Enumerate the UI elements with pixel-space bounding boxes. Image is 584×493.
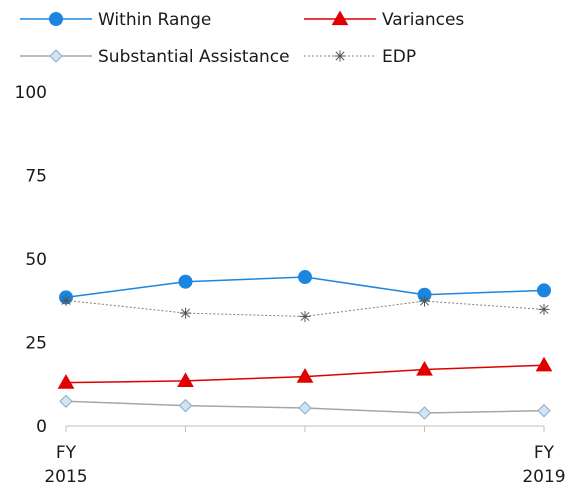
series-1-point: [49, 12, 63, 26]
y-tick-label: 0: [36, 417, 47, 437]
series-1-point: [178, 274, 193, 289]
asterisk-stroke: [300, 311, 310, 321]
series-2-point: [416, 361, 433, 376]
y-tick-label: 25: [25, 334, 47, 354]
series-4-point: [60, 294, 72, 306]
series-2: [57, 356, 553, 389]
legend-label: Substantial Assistance: [98, 47, 290, 67]
series-4: [60, 294, 550, 322]
asterisk-stroke: [181, 308, 190, 318]
series-3-point: [49, 49, 63, 63]
series-3-point: [417, 406, 432, 420]
legend-label: Within Range: [98, 10, 211, 30]
series-2-point: [57, 374, 75, 389]
series-4-point: [419, 295, 430, 307]
series-1-point: [298, 270, 312, 285]
legend-label: EDP: [382, 47, 416, 67]
asterisk-stroke: [335, 51, 345, 61]
series-3-point: [537, 403, 551, 418]
asterisk-stroke: [61, 295, 71, 305]
series-2-point: [296, 368, 314, 383]
plot-area: [57, 270, 553, 420]
legend-item-3: Substantial Assistance: [20, 47, 290, 67]
x-tick-label-line2: 2015: [44, 467, 87, 487]
y-tick-label: 100: [15, 83, 47, 103]
asterisk-stroke: [420, 296, 429, 306]
legend-item-2: Variances: [304, 10, 464, 30]
legend: Within Range Variances Substantial Assista…: [20, 10, 464, 67]
series-2-point: [177, 372, 194, 388]
series-2-point: [331, 10, 349, 26]
legend-item-1: Within Range: [20, 10, 211, 30]
y-tick-label: 75: [25, 167, 47, 187]
series-1-point: [537, 283, 551, 298]
x-tick-label: FY 2019: [522, 443, 565, 487]
series-2-point: [535, 356, 553, 372]
legend-label: Variances: [382, 10, 464, 30]
x-tick-label-line1: FY: [56, 443, 77, 463]
x-tick-label-line1: FY: [534, 443, 555, 463]
series-4-point: [299, 310, 311, 322]
series-line: [65, 299, 545, 317]
series-4-point: [538, 303, 550, 315]
axes: 0 25 50 75 100 FY 2015 FY 2019: [15, 83, 566, 487]
asterisk-stroke: [539, 304, 549, 314]
legend-item-4: EDP: [304, 47, 416, 67]
x-tick-label-line2: 2019: [522, 467, 565, 487]
series-3-point: [59, 394, 73, 408]
series-3-point: [298, 401, 312, 415]
y-tick-label: 50: [25, 250, 47, 270]
series-4-point: [180, 307, 191, 319]
series-3-point: [178, 398, 193, 413]
series-4-point: [334, 50, 346, 62]
series-3: [59, 394, 551, 420]
x-tick-label: FY 2015: [44, 443, 87, 487]
series-1: [59, 270, 551, 305]
